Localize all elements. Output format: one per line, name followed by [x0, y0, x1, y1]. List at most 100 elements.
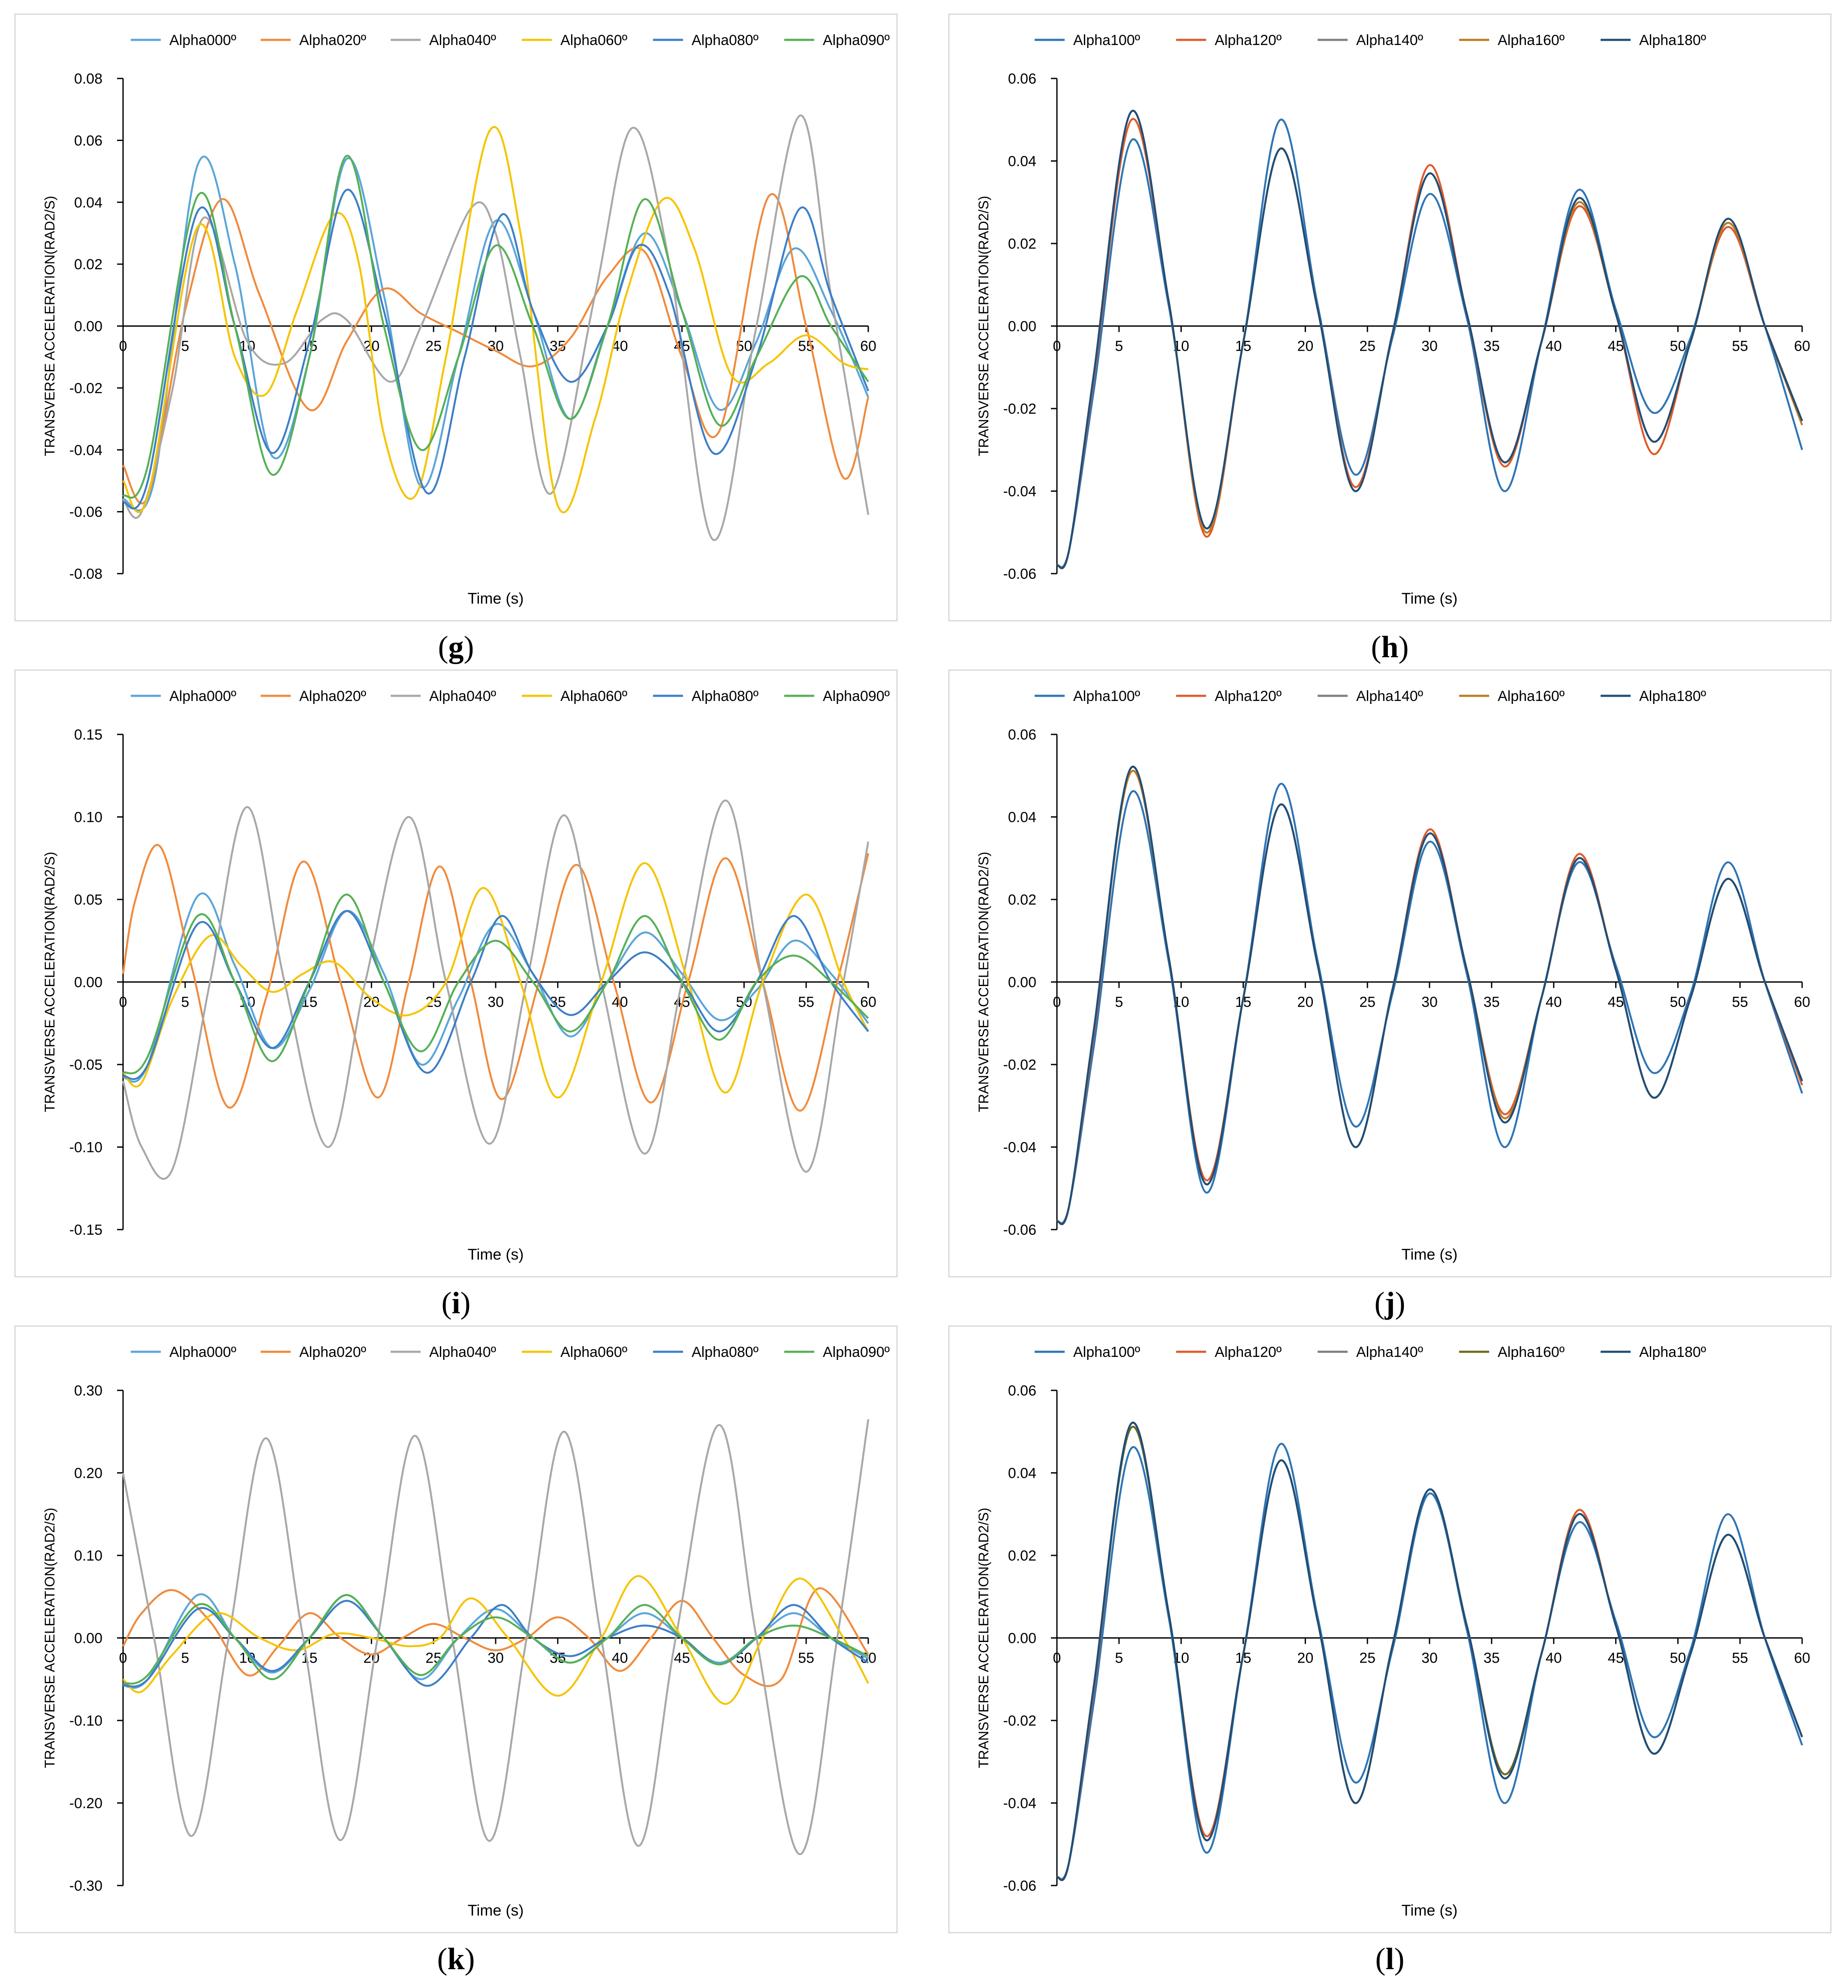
y-tick-label: -0.04: [1003, 484, 1037, 500]
caption-letter: k: [447, 1942, 464, 1976]
series-line-2: [122, 844, 870, 1112]
caption-letter: g: [448, 630, 464, 664]
y-tick-label: 0.10: [74, 809, 102, 826]
legend-label: Alpha090º: [823, 32, 890, 48]
y-tick-label: -0.06: [1003, 1222, 1037, 1238]
legend-label: Alpha060º: [560, 32, 627, 48]
x-axis-title: Time (s): [468, 589, 524, 607]
y-tick-label: -0.08: [69, 566, 103, 582]
legend-label: Alpha140º: [1356, 1344, 1423, 1360]
legend-label: Alpha040º: [429, 32, 496, 48]
legend-label: Alpha040º: [429, 1344, 496, 1360]
legend-label: Alpha000º: [169, 688, 236, 704]
x-tick-label: 0: [119, 1650, 127, 1666]
y-tick-label: -0.04: [1003, 1140, 1037, 1156]
x-tick-label: 25: [425, 338, 442, 355]
x-tick-label: 30: [1421, 1650, 1438, 1666]
x-tick-label: 20: [1297, 1650, 1313, 1666]
legend-label: Alpha000º: [169, 32, 236, 48]
y-tick-label: -0.20: [69, 1796, 103, 1812]
x-tick-label: 5: [1115, 338, 1123, 355]
panel-caption: (l): [1375, 1942, 1405, 1976]
x-tick-label: 25: [1359, 338, 1375, 355]
x-axis-title: Time (s): [468, 1901, 524, 1919]
legend-label: Alpha000º: [169, 1344, 236, 1360]
y-tick-label: 0.06: [74, 132, 102, 149]
y-tick-label: -0.05: [69, 1057, 103, 1073]
legend-label: Alpha080º: [692, 688, 758, 704]
y-tick-label: -0.02: [1003, 401, 1037, 417]
series-line-3: [122, 799, 870, 1180]
y-tick-label: -0.10: [69, 1140, 103, 1156]
x-tick-label: 5: [1115, 994, 1123, 1011]
caption-letter: l: [1385, 1942, 1394, 1976]
x-tick-label: 45: [1608, 994, 1624, 1011]
x-axis-title: Time (s): [1402, 589, 1458, 607]
y-tick-label: 0.00: [74, 974, 102, 991]
y-tick-label: 0.04: [1008, 809, 1036, 826]
legend-label: Alpha020º: [299, 32, 366, 48]
panel-caption: (i): [442, 1286, 471, 1320]
y-tick-label: 0.06: [1008, 727, 1036, 743]
y-tick-label: -0.04: [1003, 1796, 1037, 1812]
y-tick-label: -0.02: [1003, 1057, 1037, 1073]
y-tick-label: 0.08: [74, 71, 102, 87]
chart-panel-j: 0.060.040.020.00-0.02-0.04-0.060 5 10 15 20 2…: [948, 669, 1832, 1278]
x-axis-title: Time (s): [468, 1245, 524, 1263]
x-tick-label: 55: [1732, 1650, 1748, 1666]
x-tick-label: 50: [1670, 994, 1686, 1011]
x-tick-label: 20: [1297, 994, 1313, 1011]
x-tick-label: 0: [119, 994, 127, 1011]
legend-label: Alpha100º: [1073, 32, 1140, 48]
x-tick-label: 55: [798, 1650, 814, 1666]
y-tick-label: 0.00: [1008, 974, 1036, 991]
x-tick-label: 30: [488, 1650, 504, 1666]
x-tick-label: 60: [1794, 1650, 1810, 1666]
y-axis-title: TRANSVERSE ACCELERATION(RAD2/S): [42, 1508, 57, 1768]
series-line-3: [122, 114, 870, 541]
x-tick-label: 5: [1115, 1650, 1123, 1666]
y-tick-label: 0.00: [74, 1630, 102, 1647]
x-tick-label: 15: [301, 1650, 318, 1666]
x-tick-label: 5: [181, 338, 189, 355]
x-tick-label: 30: [488, 338, 504, 355]
x-tick-label: 45: [1608, 338, 1624, 355]
y-tick-label: -0.02: [1003, 1713, 1037, 1729]
x-tick-label: 55: [1732, 994, 1748, 1011]
x-tick-label: 60: [1794, 994, 1810, 1011]
x-tick-label: 45: [1608, 1650, 1624, 1666]
chart-border: [948, 669, 1832, 1278]
x-tick-label: 40: [1546, 994, 1562, 1011]
y-tick-label: 0.06: [1008, 1383, 1036, 1399]
legend-label: Alpha060º: [560, 1344, 627, 1360]
y-tick-label: 0.06: [1008, 71, 1036, 87]
y-tick-label: 0.05: [74, 892, 102, 908]
x-tick-label: 30: [1421, 338, 1438, 355]
y-tick-label: -0.06: [1003, 566, 1037, 582]
legend-label: Alpha080º: [692, 32, 758, 48]
x-axis-title: Time (s): [1402, 1901, 1458, 1919]
x-tick-label: 25: [1359, 994, 1375, 1011]
x-tick-label: 55: [798, 994, 814, 1011]
x-tick-label: 20: [1297, 338, 1313, 355]
x-tick-label: 30: [488, 994, 504, 1011]
y-tick-label: 0.00: [1008, 1630, 1036, 1647]
y-tick-label: 0.04: [1008, 153, 1036, 170]
y-tick-label: 0.02: [1008, 236, 1036, 252]
x-tick-label: 60: [860, 994, 876, 1011]
legend-label: Alpha020º: [299, 1344, 366, 1360]
series-line-4: [122, 862, 870, 1099]
x-tick-label: 25: [1359, 1650, 1375, 1666]
chart-border: [948, 13, 1832, 622]
y-tick-label: 0.04: [1008, 1465, 1036, 1482]
legend-label: Alpha160º: [1498, 1344, 1565, 1360]
x-axis-title: Time (s): [1402, 1245, 1458, 1263]
x-tick-label: 60: [1794, 338, 1810, 355]
legend-label: Alpha180º: [1639, 688, 1706, 704]
chart-border: [14, 13, 898, 622]
x-tick-label: 45: [674, 1650, 690, 1666]
legend-label: Alpha160º: [1498, 32, 1565, 48]
y-tick-label: -0.15: [69, 1222, 103, 1238]
legend-label: Alpha140º: [1356, 32, 1423, 48]
chart-border: [14, 669, 898, 1278]
